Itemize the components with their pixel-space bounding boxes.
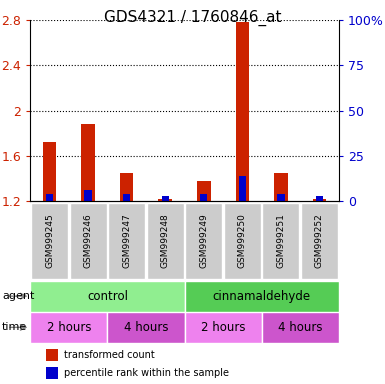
Bar <box>123 194 131 201</box>
FancyBboxPatch shape <box>262 203 300 279</box>
Bar <box>107 312 184 343</box>
Text: 4 hours: 4 hours <box>124 321 168 334</box>
Bar <box>313 199 326 201</box>
Text: percentile rank within the sample: percentile rank within the sample <box>64 368 229 378</box>
Bar <box>197 181 211 201</box>
Bar <box>236 22 249 201</box>
Text: GDS4321 / 1760846_at: GDS4321 / 1760846_at <box>104 10 281 26</box>
Text: GSM999245: GSM999245 <box>45 214 54 268</box>
Text: GSM999247: GSM999247 <box>122 214 131 268</box>
FancyBboxPatch shape <box>31 203 68 279</box>
FancyBboxPatch shape <box>185 203 222 279</box>
Bar <box>162 196 169 201</box>
Text: transformed count: transformed count <box>64 350 155 360</box>
Bar <box>46 194 53 201</box>
FancyBboxPatch shape <box>301 203 338 279</box>
Text: GSM999252: GSM999252 <box>315 214 324 268</box>
Bar <box>30 312 107 343</box>
Bar <box>316 196 323 201</box>
Bar <box>30 281 184 312</box>
Text: time: time <box>2 322 27 332</box>
Text: GSM999246: GSM999246 <box>84 214 93 268</box>
Text: 2 hours: 2 hours <box>47 321 91 334</box>
Bar <box>200 194 208 201</box>
Bar <box>261 312 339 343</box>
Bar <box>84 190 92 201</box>
Text: control: control <box>87 290 128 303</box>
Bar <box>46 367 58 379</box>
Bar <box>120 173 134 201</box>
Bar <box>159 199 172 201</box>
FancyBboxPatch shape <box>70 203 107 279</box>
Text: 4 hours: 4 hours <box>278 321 322 334</box>
Bar <box>46 349 58 361</box>
Bar <box>184 281 339 312</box>
Text: GSM999250: GSM999250 <box>238 214 247 268</box>
Bar <box>274 173 288 201</box>
Bar <box>43 142 56 201</box>
FancyBboxPatch shape <box>108 203 145 279</box>
Bar <box>81 124 95 201</box>
Text: cinnamaldehyde: cinnamaldehyde <box>213 290 311 303</box>
FancyBboxPatch shape <box>224 203 261 279</box>
Text: GSM999251: GSM999251 <box>276 214 285 268</box>
Text: GSM999248: GSM999248 <box>161 214 170 268</box>
Text: 2 hours: 2 hours <box>201 321 245 334</box>
Bar <box>277 194 285 201</box>
Text: agent: agent <box>2 291 34 301</box>
Bar <box>239 176 246 201</box>
Text: GSM999249: GSM999249 <box>199 214 208 268</box>
FancyBboxPatch shape <box>147 203 184 279</box>
Bar <box>184 312 261 343</box>
